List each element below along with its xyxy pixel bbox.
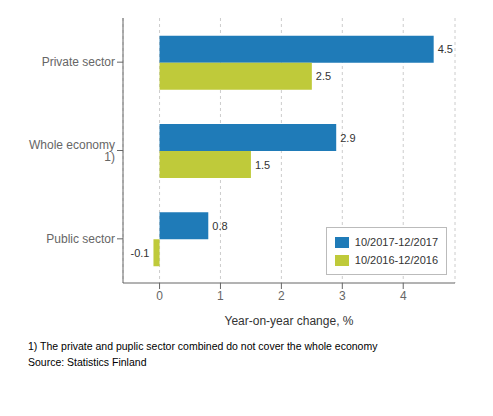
svg-text:-0.1: -0.1 — [130, 247, 149, 259]
svg-text:1: 1 — [217, 289, 224, 303]
svg-text:4.5: 4.5 — [438, 43, 453, 55]
svg-text:1.5: 1.5 — [255, 159, 270, 171]
html-text:10/2016-12/2016: 10/2016-12/2016 — [354, 254, 438, 266]
svg-text:Private sector: Private sector — [42, 55, 115, 69]
html-text:1) The private and puplic sect: 1) The private and puplic sector combine… — [28, 340, 378, 352]
svg-text:0: 0 — [156, 289, 163, 303]
svg-text:2.9: 2.9 — [340, 132, 355, 144]
svg-text:Whole economy1): Whole economy1) — [29, 138, 115, 164]
svg-text:4: 4 — [400, 289, 407, 303]
svg-text:0.8: 0.8 — [212, 220, 227, 232]
svg-text:Year-on-year change, %: Year-on-year change, % — [225, 314, 354, 328]
svg-text:2.5: 2.5 — [316, 70, 331, 82]
html-text:Source: Statistics Finland: Source: Statistics Finland — [28, 356, 147, 368]
svg-text:2: 2 — [278, 289, 285, 303]
svg-text:3: 3 — [339, 289, 346, 303]
svg-text:Public sector: Public sector — [46, 232, 115, 246]
html-text:10/2017-12/2017: 10/2017-12/2017 — [354, 236, 438, 248]
